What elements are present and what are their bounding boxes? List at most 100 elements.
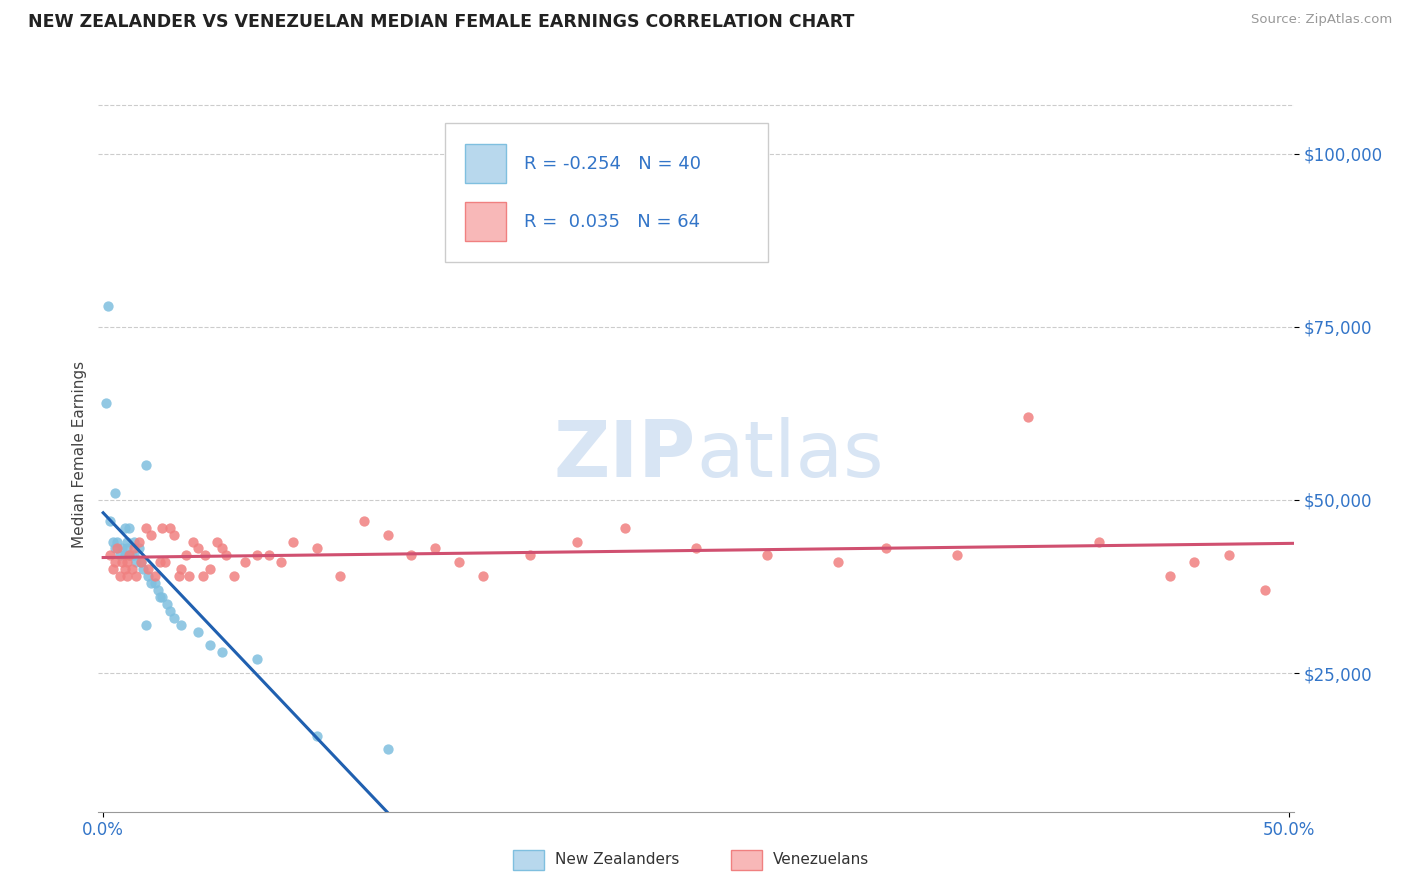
Text: Source: ZipAtlas.com: Source: ZipAtlas.com xyxy=(1251,13,1392,27)
Point xyxy=(139,527,162,541)
Point xyxy=(1254,582,1277,597)
Point xyxy=(149,590,172,604)
Point xyxy=(156,597,179,611)
Point xyxy=(136,569,159,583)
Point xyxy=(191,569,214,583)
Point xyxy=(1017,409,1039,424)
Point xyxy=(114,549,136,563)
Point xyxy=(187,541,209,556)
Point xyxy=(146,582,169,597)
Point xyxy=(129,555,152,569)
Point xyxy=(128,541,150,556)
Point xyxy=(94,396,117,410)
Point xyxy=(567,534,589,549)
Point xyxy=(136,562,159,576)
Point xyxy=(101,534,124,549)
Point xyxy=(122,541,145,556)
Point xyxy=(177,569,200,583)
Point xyxy=(105,541,128,556)
Point xyxy=(122,534,145,549)
Point xyxy=(143,569,166,583)
Point xyxy=(118,549,141,563)
Point xyxy=(305,729,328,743)
Text: New Zealanders: New Zealanders xyxy=(555,853,679,867)
Point xyxy=(104,486,127,500)
Point xyxy=(153,555,176,569)
Point xyxy=(211,645,233,659)
FancyBboxPatch shape xyxy=(444,123,768,262)
Point xyxy=(246,652,269,666)
Point xyxy=(129,555,152,569)
Point xyxy=(211,541,233,556)
Point xyxy=(519,549,541,563)
Point xyxy=(111,541,134,556)
Point xyxy=(377,527,399,541)
Point xyxy=(305,541,328,556)
Point xyxy=(98,514,121,528)
Point xyxy=(97,299,120,313)
Point xyxy=(159,604,181,618)
Point xyxy=(143,576,166,591)
Point xyxy=(125,569,148,583)
Point xyxy=(122,549,145,563)
Point xyxy=(115,555,138,569)
Point xyxy=(152,590,174,604)
Point xyxy=(401,549,423,563)
Point xyxy=(111,555,134,569)
Point xyxy=(471,569,494,583)
Point xyxy=(187,624,209,639)
Point xyxy=(101,562,124,576)
Point xyxy=(198,562,221,576)
Point xyxy=(246,549,269,563)
Point xyxy=(115,534,138,549)
Point xyxy=(181,534,204,549)
FancyBboxPatch shape xyxy=(465,202,506,242)
Text: NEW ZEALANDER VS VENEZUELAN MEDIAN FEMALE EARNINGS CORRELATION CHART: NEW ZEALANDER VS VENEZUELAN MEDIAN FEMAL… xyxy=(28,13,855,31)
Point xyxy=(827,555,849,569)
Point xyxy=(115,569,138,583)
Point xyxy=(1218,549,1240,563)
Point xyxy=(353,514,375,528)
Point xyxy=(377,742,399,756)
Point xyxy=(132,562,155,576)
Text: atlas: atlas xyxy=(696,417,883,493)
Point xyxy=(205,534,228,549)
Point xyxy=(104,555,127,569)
Text: ZIP: ZIP xyxy=(554,417,696,493)
Point xyxy=(108,569,131,583)
Text: R = -0.254   N = 40: R = -0.254 N = 40 xyxy=(524,154,700,173)
Point xyxy=(329,569,352,583)
Point xyxy=(104,541,127,556)
Point xyxy=(135,521,157,535)
Point xyxy=(139,576,162,591)
Point xyxy=(163,527,186,541)
Point xyxy=(875,541,897,556)
Point xyxy=(613,521,636,535)
Point xyxy=(1159,569,1181,583)
Point xyxy=(128,534,150,549)
Point xyxy=(215,549,238,563)
FancyBboxPatch shape xyxy=(465,144,506,183)
Point xyxy=(1088,534,1111,549)
Point xyxy=(118,549,141,563)
Point xyxy=(235,555,257,569)
Y-axis label: Median Female Earnings: Median Female Earnings xyxy=(72,361,87,549)
Point xyxy=(167,569,190,583)
Point xyxy=(121,562,143,576)
Point xyxy=(152,521,174,535)
Point xyxy=(174,549,197,563)
Point xyxy=(105,534,128,549)
Point xyxy=(135,617,157,632)
Point xyxy=(946,549,969,563)
Point xyxy=(423,541,446,556)
Point xyxy=(198,639,221,653)
Text: R =  0.035   N = 64: R = 0.035 N = 64 xyxy=(524,212,700,231)
Point xyxy=(447,555,470,569)
Text: Venezuelans: Venezuelans xyxy=(773,853,869,867)
Point xyxy=(159,521,181,535)
Point xyxy=(121,549,143,563)
Point xyxy=(98,549,121,563)
Point xyxy=(281,534,304,549)
Point xyxy=(270,555,292,569)
Point xyxy=(685,541,707,556)
